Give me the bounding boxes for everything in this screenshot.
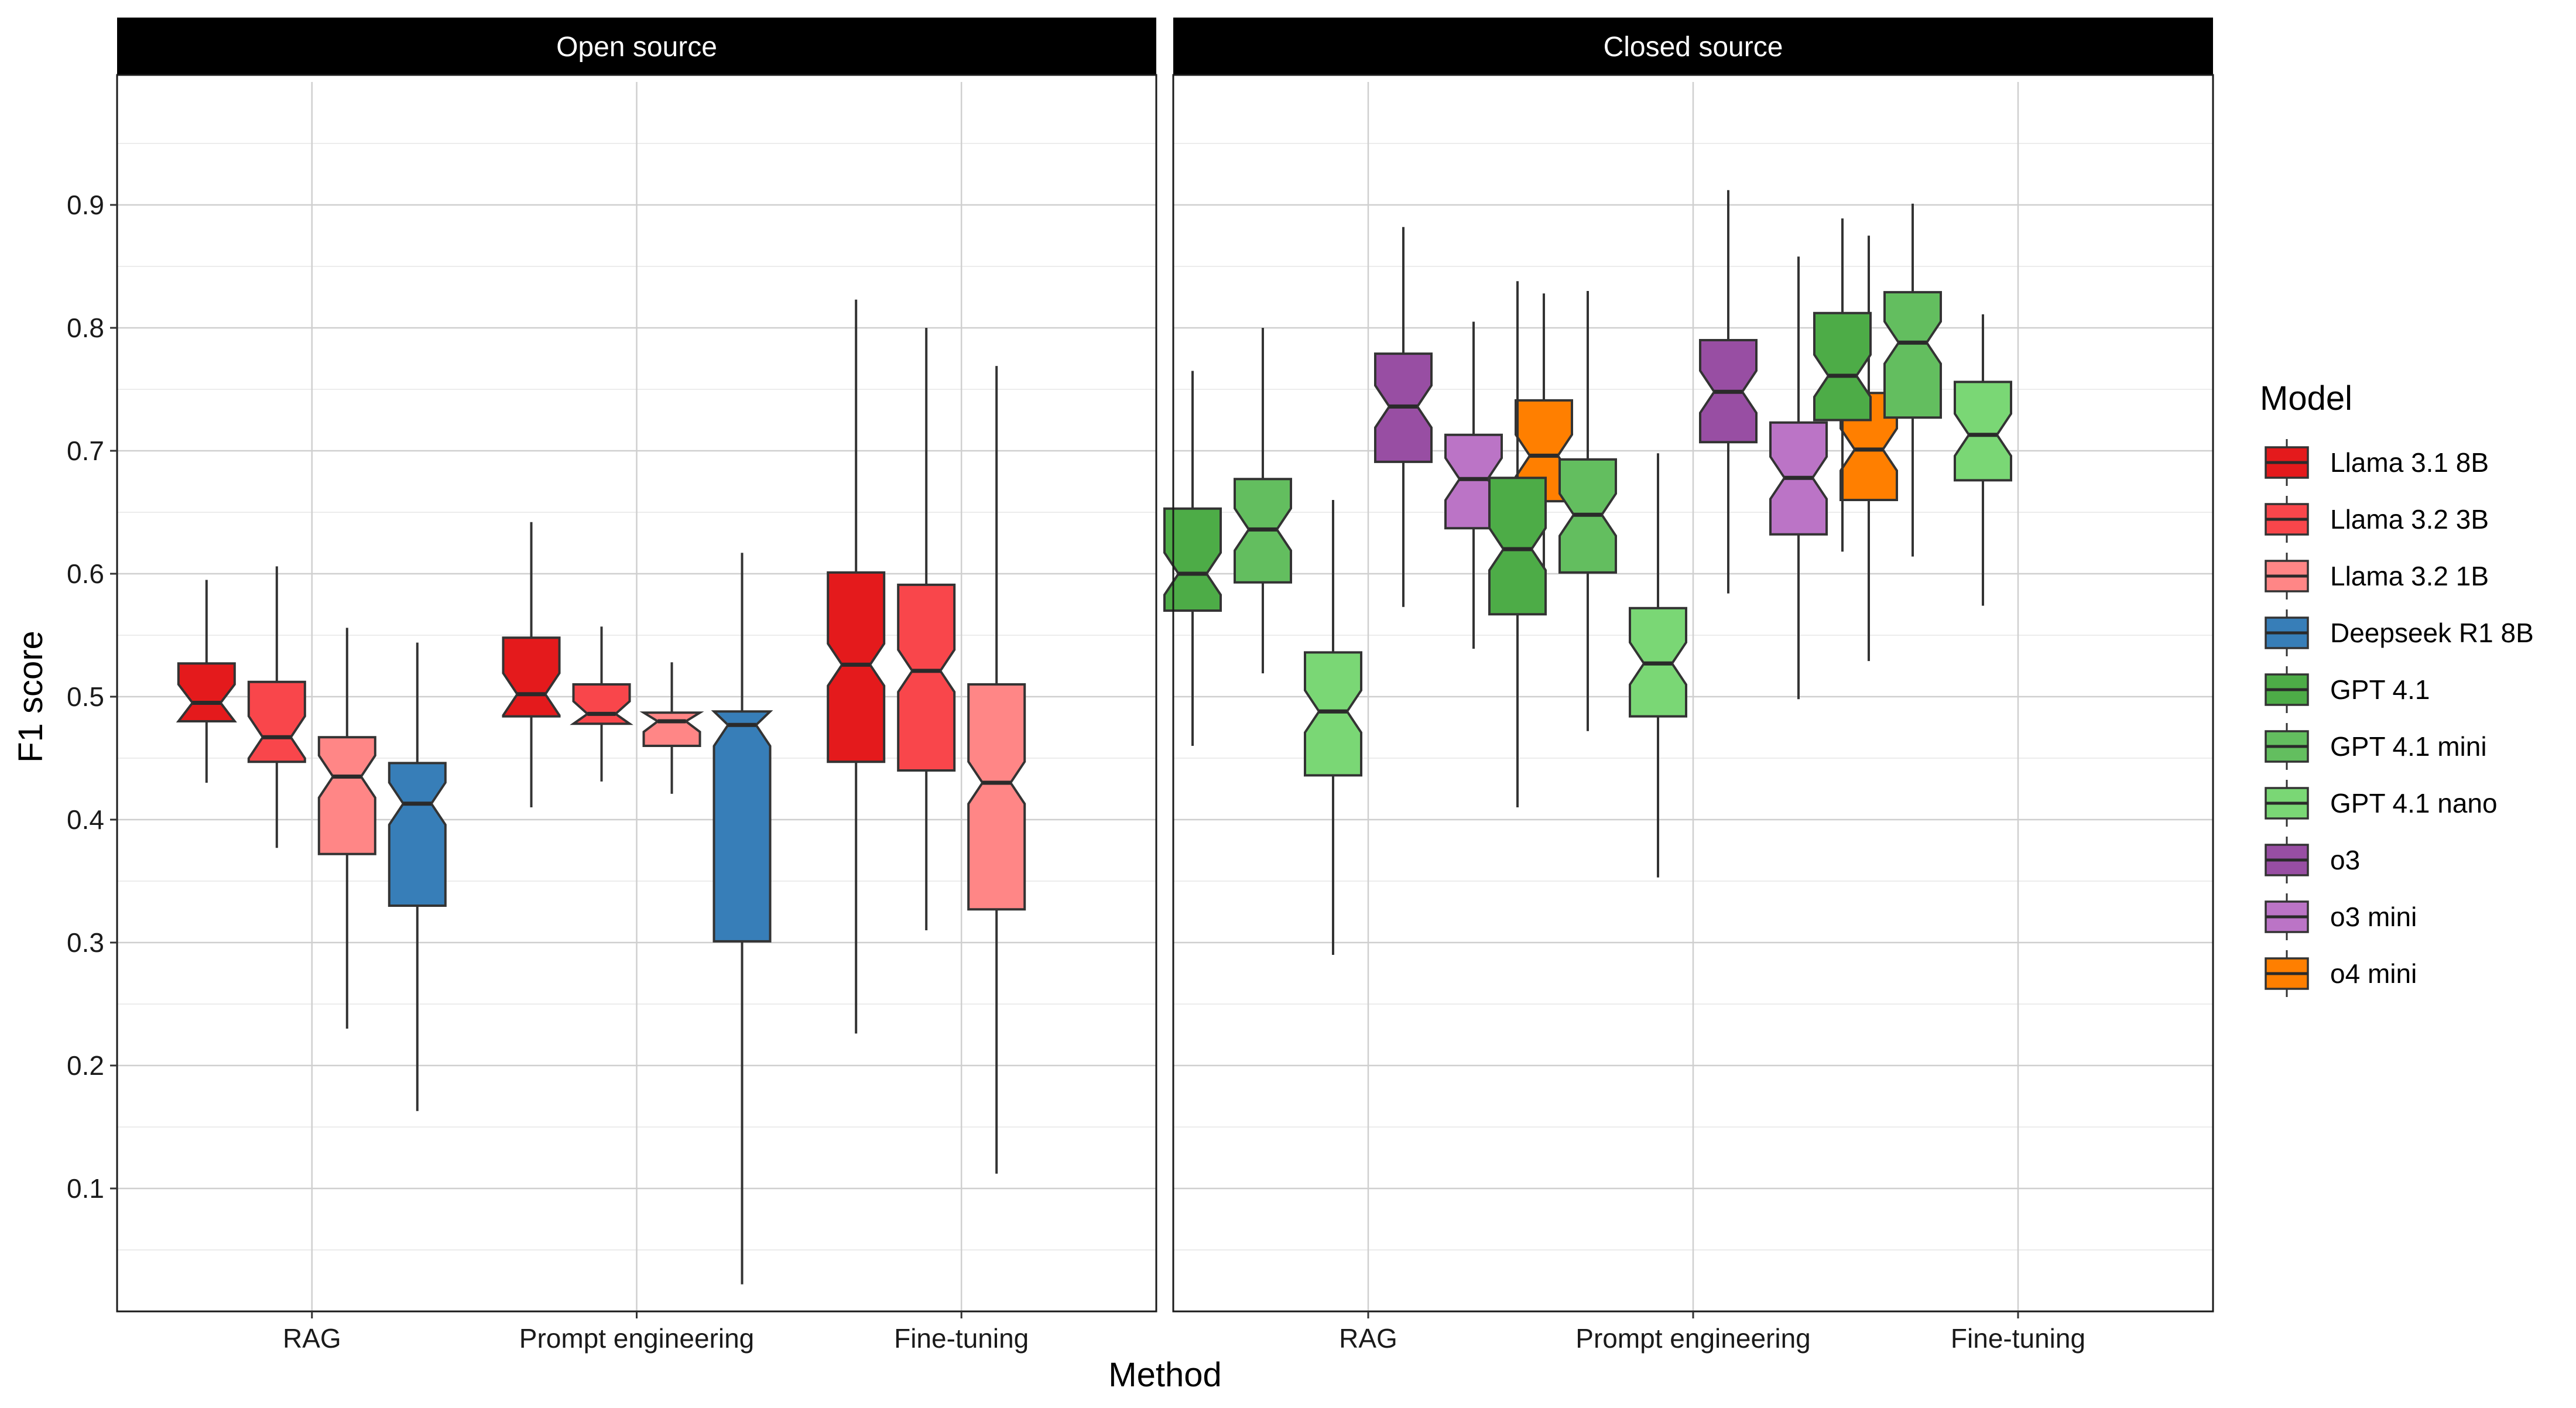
box-gpt-4-1-fine-tuning — [1813, 218, 1872, 552]
box-body — [1304, 651, 1362, 777]
box-gpt-4-1-nano-fine-tuning — [1954, 314, 2012, 606]
x-tick-label: Prompt engineering — [1575, 1323, 1810, 1354]
y-tick-label: 0.1 — [67, 1173, 104, 1204]
box-body — [1488, 477, 1547, 616]
box-body — [502, 636, 561, 718]
box-gpt-4-1-mini-prompt-engineering — [1558, 291, 1617, 731]
box-gpt-4-1-nano-prompt-engineering — [1629, 453, 1687, 878]
box-llama-3-2-1b-prompt-engineering — [639, 662, 704, 794]
box-llama-3-2-1b-fine-tuning — [967, 366, 1026, 1174]
panel-title: Closed source — [1604, 32, 1783, 63]
y-axis-title: F1 score — [12, 631, 50, 763]
panel-strip — [117, 18, 1156, 75]
panel-closed-source: Closed source RAG Prompt engineering Fine-t… — [1163, 18, 2214, 1354]
legend-item-o4-mini: o4 mini — [2265, 950, 2417, 997]
box-body — [1813, 311, 1872, 422]
box-gpt-4-1-rag — [1163, 371, 1222, 746]
legend-item-deepseek-r1-8b: Deepseek R1 8B — [2265, 609, 2534, 656]
y-tick-label: 0.2 — [67, 1050, 104, 1081]
legend: Model Llama 3.1 8B Llama 3.2 3B Llama 3.2 1… — [2260, 379, 2534, 997]
x-tick-label: RAG — [1339, 1323, 1397, 1354]
x-tick-label: Fine-tuning — [1951, 1323, 2085, 1354]
legend-item-llama-3-2-3b: Llama 3.2 3B — [2265, 496, 2489, 543]
panel-title: Open source — [556, 32, 717, 63]
box-body — [176, 662, 237, 722]
box-gpt-4-1-nano-rag — [1304, 500, 1362, 955]
box-o3-mini-prompt-engineering — [1769, 256, 1828, 700]
box-o3-prompt-engineering — [1699, 190, 1758, 594]
legend-label: Llama 3.1 8B — [2330, 447, 2489, 478]
box-llama-3-2-1b-rag — [317, 628, 376, 1029]
y-tick-label: 0.9 — [67, 190, 104, 220]
x-axis-title: Method — [1108, 1356, 1221, 1394]
legend-item-gpt-4-1-nano: GPT 4.1 nano — [2265, 780, 2498, 827]
box-deepseek-r1-8b-prompt-engineering — [711, 553, 773, 1284]
legend-item-llama-3-1-8b: Llama 3.1 8B — [2265, 439, 2489, 486]
box-gpt-4-1-mini-rag — [1234, 328, 1292, 674]
box-llama-3-2-3b-prompt-engineering — [570, 626, 633, 782]
legend-item-o3-mini: o3 mini — [2265, 893, 2417, 940]
box-body — [827, 571, 886, 763]
legend-label: o3 mini — [2330, 902, 2417, 932]
legend-label: o3 — [2330, 845, 2360, 875]
y-tick-label: 0.3 — [67, 927, 104, 958]
legend-label: GPT 4.1 mini — [2330, 731, 2487, 762]
box-o4-mini-rag — [1515, 293, 1573, 615]
y-axis: 0.1 0.2 0.3 0.4 0.5 0.6 0.7 0.8 0.9 — [67, 190, 117, 1204]
legend-label: GPT 4.1 — [2330, 674, 2430, 705]
box-llama-3-1-8b-rag — [176, 580, 237, 783]
legend-item-o3: o3 — [2265, 837, 2360, 883]
box-llama-3-2-3b-fine-tuning — [897, 328, 956, 930]
legend-item-gpt-4-1: GPT 4.1 — [2265, 666, 2430, 713]
legend-label: Llama 3.2 3B — [2330, 504, 2489, 535]
legend-item-llama-3-2-1b: Llama 3.2 1B — [2265, 553, 2489, 599]
x-tick-label: RAG — [283, 1323, 341, 1354]
y-tick-label: 0.8 — [67, 313, 104, 343]
box-llama-3-1-8b-prompt-engineering — [502, 522, 561, 807]
y-tick-label: 0.7 — [67, 436, 104, 466]
panel-open-source: Open source RAG Prompt engineering Fine-tun… — [116, 18, 1157, 1354]
legend-label: GPT 4.1 nano — [2330, 788, 2498, 818]
box-body — [1883, 291, 1942, 419]
box-gpt-4-1-mini-fine-tuning — [1883, 203, 1942, 557]
box-o3-rag — [1374, 227, 1433, 607]
box-body — [570, 683, 633, 725]
box-body — [317, 736, 376, 855]
x-tick-label: Prompt engineering — [519, 1323, 754, 1354]
box-body — [388, 762, 447, 907]
legend-label: Llama 3.2 1B — [2330, 561, 2489, 591]
panel-strip — [1173, 18, 2213, 75]
box-body — [711, 710, 773, 943]
box-gpt-4-1-prompt-engineering — [1488, 281, 1547, 807]
box-body — [639, 711, 704, 747]
legend-item-gpt-4-1-mini: GPT 4.1 mini — [2265, 723, 2487, 770]
box-body — [247, 680, 306, 763]
box-deepseek-r1-8b-rag — [388, 642, 447, 1111]
legend-label: o4 mini — [2330, 958, 2417, 989]
box-llama-3-1-8b-fine-tuning — [827, 299, 886, 1034]
y-tick-label: 0.5 — [67, 681, 104, 712]
y-tick-label: 0.4 — [67, 804, 104, 835]
box-body — [897, 583, 956, 772]
legend-label: Deepseek R1 8B — [2330, 618, 2534, 648]
y-tick-label: 0.6 — [67, 559, 104, 589]
box-llama-3-2-3b-rag — [247, 566, 306, 848]
x-tick-label: Fine-tuning — [894, 1323, 1029, 1354]
box-body — [967, 683, 1026, 911]
box-body — [1954, 381, 2012, 482]
legend-title: Model — [2260, 379, 2352, 417]
